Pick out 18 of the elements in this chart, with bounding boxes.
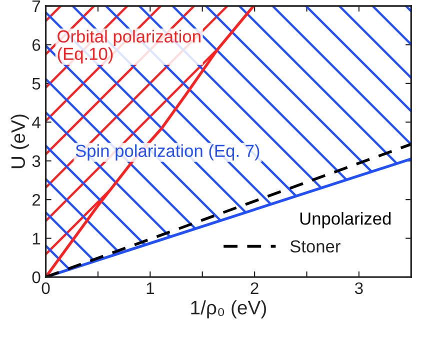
x-axis-title: 1/ρ₀ (eV) [191, 300, 266, 318]
y-tick-label: 3 [32, 155, 40, 168]
annotation: Spin polarization (Eq. 7) [76, 144, 260, 160]
x-tick-label: 2 [250, 282, 258, 294]
annotation: Orbital polarization (Eq.10) [58, 30, 200, 64]
annotation: Unpolarized [300, 212, 391, 228]
y-tick-label: 0 [32, 271, 40, 284]
y-tick-label: 6 [32, 39, 40, 51]
y-tick-label: 5 [32, 78, 40, 90]
y-axis-title: U (eV) [10, 114, 29, 168]
y-tick-label: 1 [32, 232, 40, 244]
x-tick-label: 1 [146, 282, 154, 294]
y-tick-label: 4 [32, 116, 40, 128]
y-tick-label: 2 [32, 194, 40, 206]
y-tick-label: 7 [32, 0, 40, 12]
x-tick-label: 0 [42, 282, 50, 294]
x-tick-label: 3 [354, 282, 363, 294]
legend-label: Stoner [290, 240, 340, 253]
